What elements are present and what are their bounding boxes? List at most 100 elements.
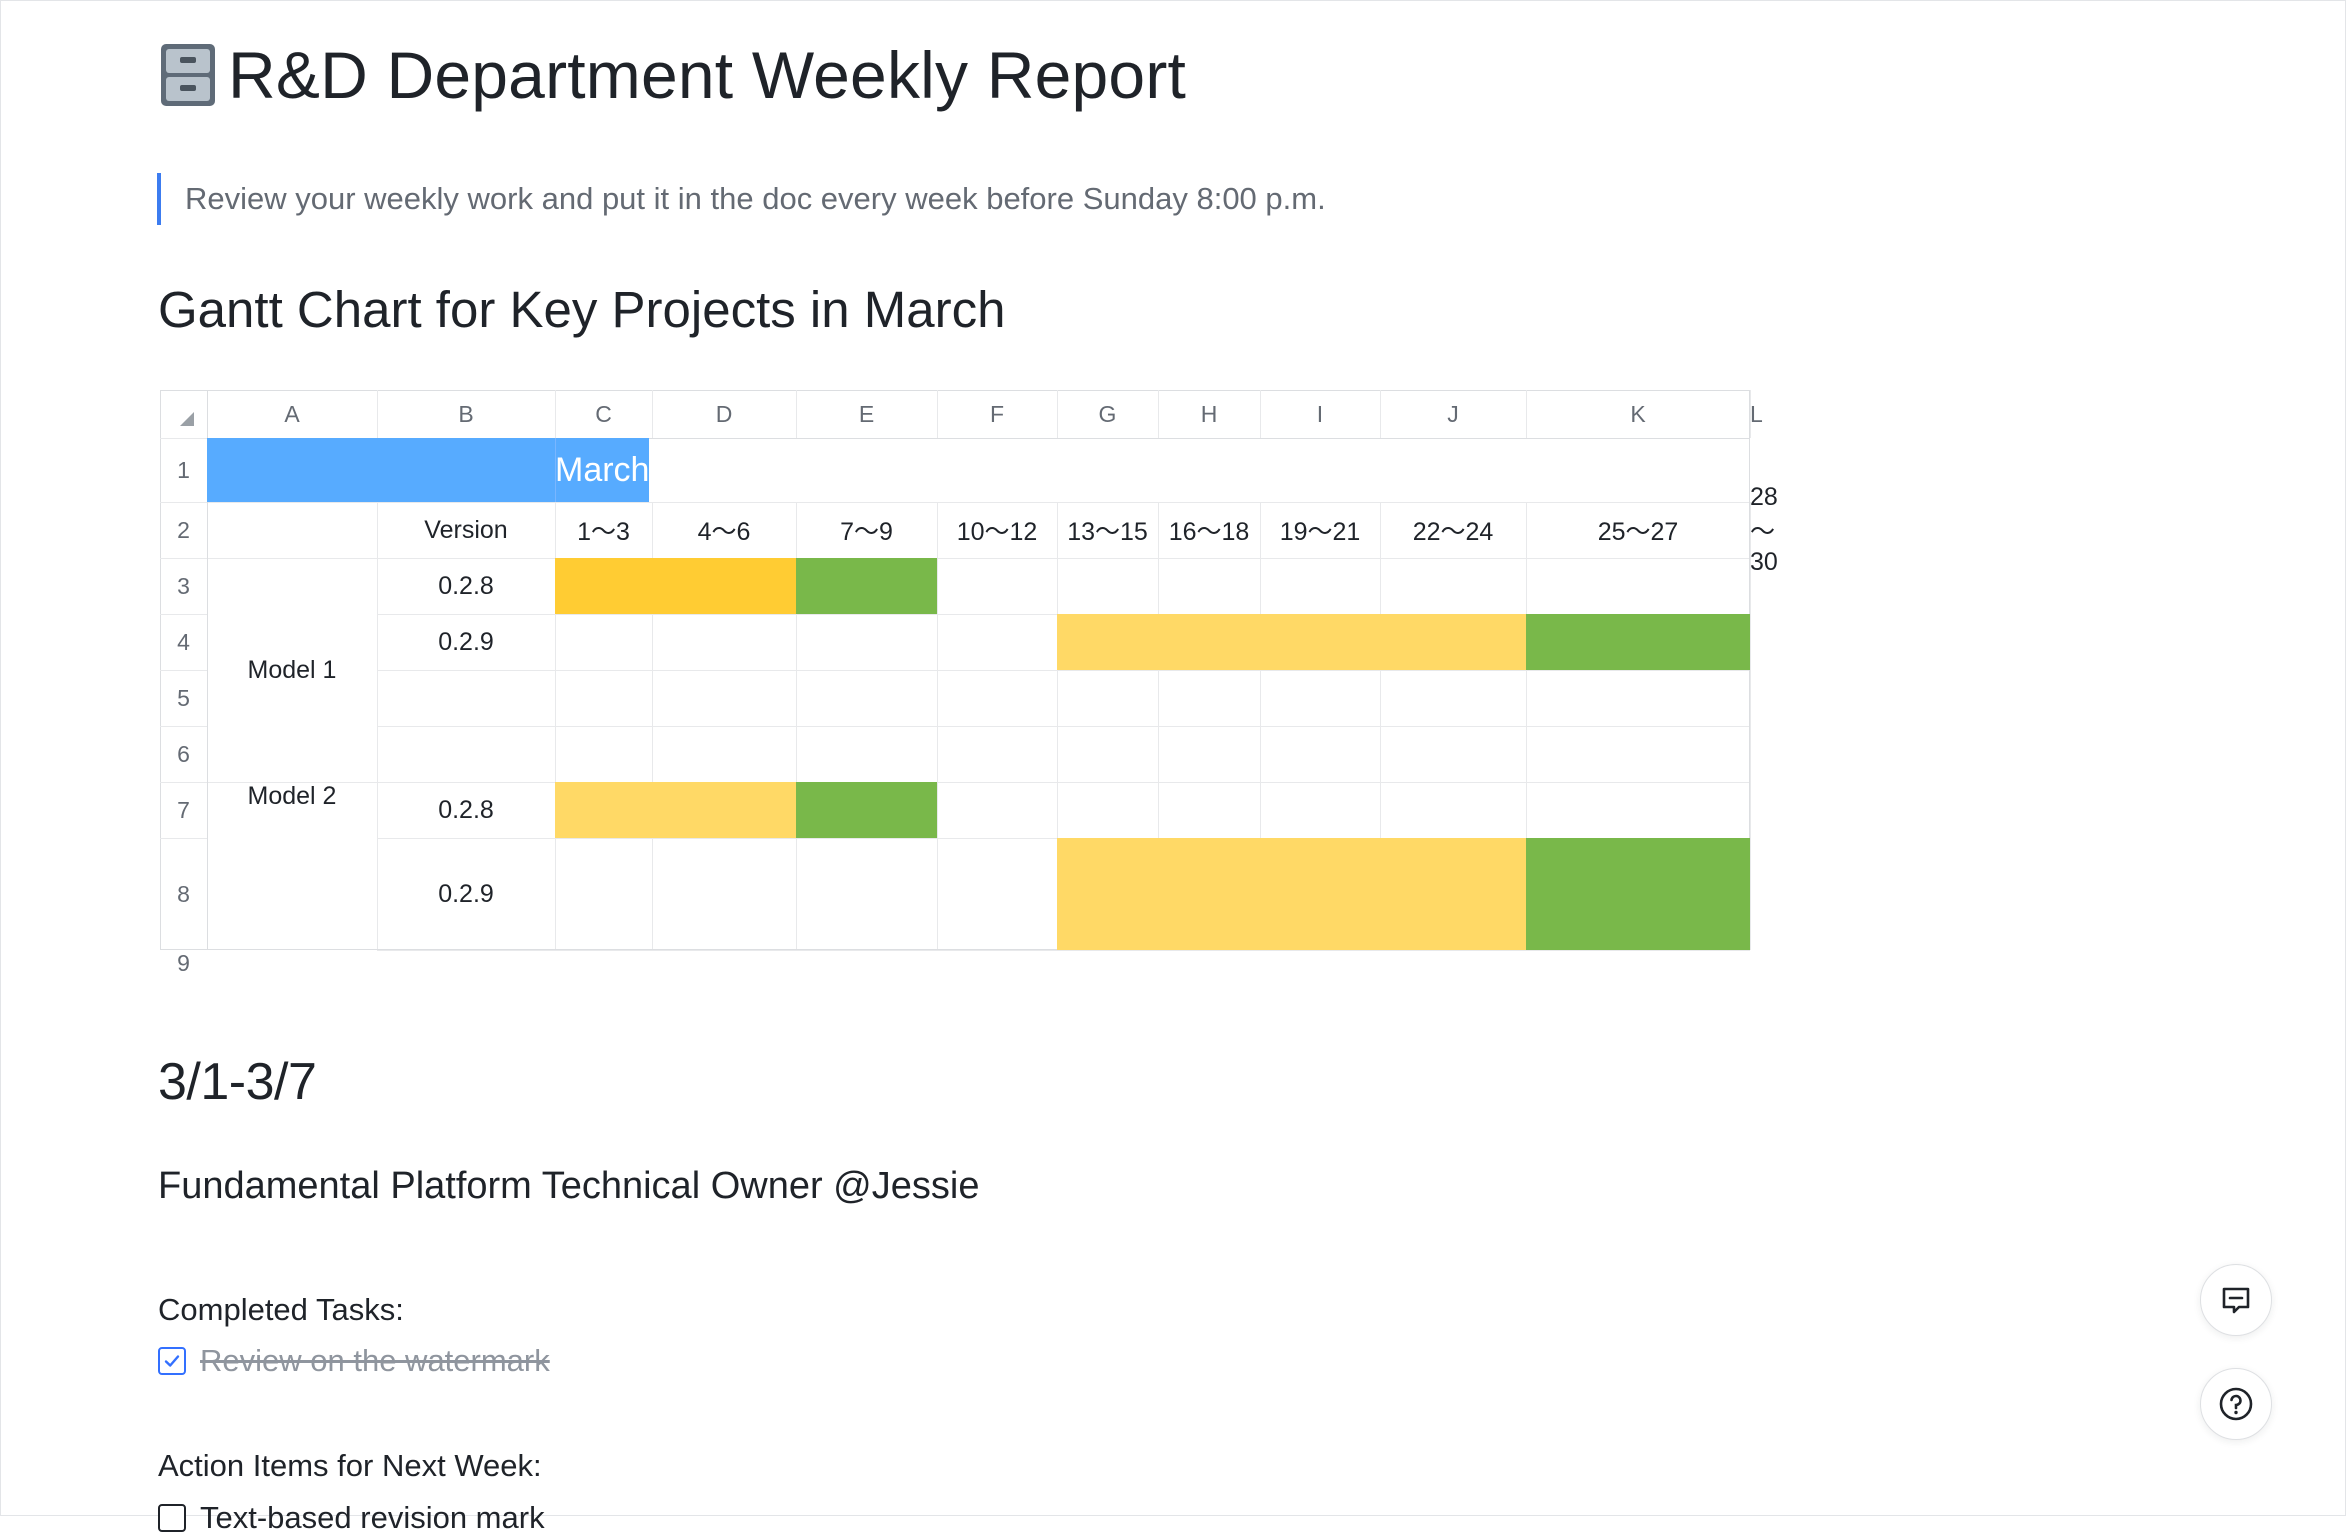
period-header[interactable]: 19～21 <box>1279 518 1361 546</box>
row-header[interactable]: 4 <box>177 628 190 655</box>
column-header[interactable]: K <box>1630 400 1646 427</box>
column-header[interactable]: B <box>458 400 474 427</box>
row-header[interactable]: 2 <box>177 516 190 543</box>
blank-header-band[interactable] <box>207 438 555 502</box>
grid-line <box>1158 782 1159 838</box>
gantt-spreadsheet[interactable]: A B C D E F G H I J K L 1 2 3 4 5 6 7 8 9 March Version 1～3 4～6 7… <box>160 390 1778 976</box>
column-header[interactable]: I <box>1316 400 1324 427</box>
grid-line <box>1158 558 1260 559</box>
grid-line <box>555 614 556 670</box>
month-header[interactable]: March <box>555 438 650 502</box>
version-header[interactable]: Version <box>424 515 508 544</box>
column-header[interactable]: L <box>1750 400 1763 427</box>
period-header[interactable]: 1～3 <box>577 518 630 546</box>
grid-line <box>377 558 378 614</box>
period-header[interactable]: 25～27 <box>1597 518 1679 546</box>
gantt-bar[interactable] <box>1057 614 1526 670</box>
period-header[interactable]: 7～9 <box>840 518 893 546</box>
gantt-bar[interactable] <box>796 782 937 838</box>
row-header[interactable]: 1 <box>177 456 190 483</box>
version-cell[interactable]: 0.2.9 <box>438 879 494 908</box>
select-all-corner[interactable] <box>180 412 194 426</box>
row-header[interactable]: 8 <box>177 880 190 907</box>
period-header[interactable]: 22～24 <box>1412 518 1494 546</box>
help-button[interactable] <box>2200 1368 2272 1440</box>
period-header[interactable]: 28～30 <box>1750 483 1778 576</box>
row-header[interactable]: 6 <box>177 740 190 767</box>
version-cell[interactable]: 0.2.9 <box>438 627 494 656</box>
grid-line <box>1380 782 1526 783</box>
grid-line <box>1260 782 1261 838</box>
grid-line <box>1526 782 1527 838</box>
column-header[interactable]: E <box>858 400 875 427</box>
row-header-divider <box>160 614 207 615</box>
grid-line <box>1526 782 1750 783</box>
grid-line <box>937 838 938 950</box>
grid-line <box>1057 670 1058 726</box>
grid-line <box>1260 558 1380 559</box>
grid-line <box>377 614 555 615</box>
grid-line <box>555 614 652 615</box>
row-header[interactable]: 7 <box>177 796 190 823</box>
grid-line <box>1526 502 1527 558</box>
gantt-bar[interactable] <box>555 558 796 614</box>
grid-line <box>1380 726 1381 782</box>
grid-line <box>1750 726 1751 782</box>
model-cell[interactable]: Model 1 <box>247 655 337 684</box>
checkbox-unchecked[interactable] <box>158 1504 186 1532</box>
column-header[interactable]: F <box>989 400 1005 427</box>
grid-line <box>652 950 796 951</box>
todo-item-completed[interactable]: Review on the watermark <box>158 1343 550 1379</box>
grid-line <box>652 670 796 671</box>
column-header[interactable]: G <box>1098 400 1117 427</box>
grid-line <box>1526 670 1527 726</box>
row-header[interactable]: 5 <box>177 684 190 711</box>
grid-line <box>796 838 937 839</box>
grid-line <box>1750 838 1751 950</box>
row-header-divider <box>160 438 207 439</box>
comment-icon <box>2222 1287 2250 1314</box>
period-header[interactable]: 13～15 <box>1067 518 1148 546</box>
gantt-bar[interactable] <box>555 782 796 838</box>
column-header[interactable]: H <box>1200 400 1218 427</box>
column-header[interactable]: C <box>595 400 612 427</box>
version-cell[interactable]: 0.2.8 <box>438 795 494 824</box>
grid-line <box>1526 558 1750 559</box>
grid-line <box>937 614 1057 615</box>
comment-button[interactable] <box>2200 1264 2272 1336</box>
grid-line <box>1380 502 1381 558</box>
grid-line <box>555 670 556 726</box>
model-cell[interactable]: Model 2 <box>247 782 337 810</box>
grid-line <box>652 614 653 670</box>
row-header[interactable]: 3 <box>177 572 190 599</box>
grid-line <box>1380 558 1526 559</box>
checkbox-checked[interactable] <box>158 1347 186 1375</box>
grid-line <box>377 614 378 670</box>
sheet-border <box>160 949 1750 950</box>
column-header-divider <box>652 390 653 438</box>
gantt-bar[interactable] <box>796 558 937 614</box>
column-header[interactable]: A <box>284 400 300 427</box>
grid-line <box>1526 558 1527 614</box>
grid-line <box>1380 670 1526 671</box>
grid-line <box>1057 502 1158 503</box>
gantt-bar[interactable] <box>1526 614 1750 670</box>
week-heading: 3/1-3/7 <box>158 1053 317 1111</box>
gantt-bar[interactable] <box>1057 838 1526 950</box>
row-header[interactable]: 9 <box>177 950 190 976</box>
todo-text: Text-based revision mark <box>200 1500 545 1535</box>
grid-line <box>796 502 797 558</box>
grid-line <box>796 502 937 503</box>
column-header[interactable]: D <box>715 400 733 427</box>
column-header[interactable]: J <box>1447 400 1459 427</box>
gantt-bar[interactable] <box>1526 838 1750 950</box>
grid-line <box>1260 558 1261 614</box>
grid-line <box>1380 670 1381 726</box>
todo-item-action[interactable]: Text-based revision mark <box>158 1500 545 1536</box>
version-cell[interactable]: 0.2.8 <box>438 571 494 600</box>
action-items-label: Action Items for Next Week: <box>158 1448 542 1483</box>
period-header[interactable]: 10～12 <box>956 518 1038 546</box>
period-header[interactable]: 4～6 <box>697 518 751 546</box>
period-header[interactable]: 16～18 <box>1168 518 1250 546</box>
grid-line <box>937 502 1057 503</box>
